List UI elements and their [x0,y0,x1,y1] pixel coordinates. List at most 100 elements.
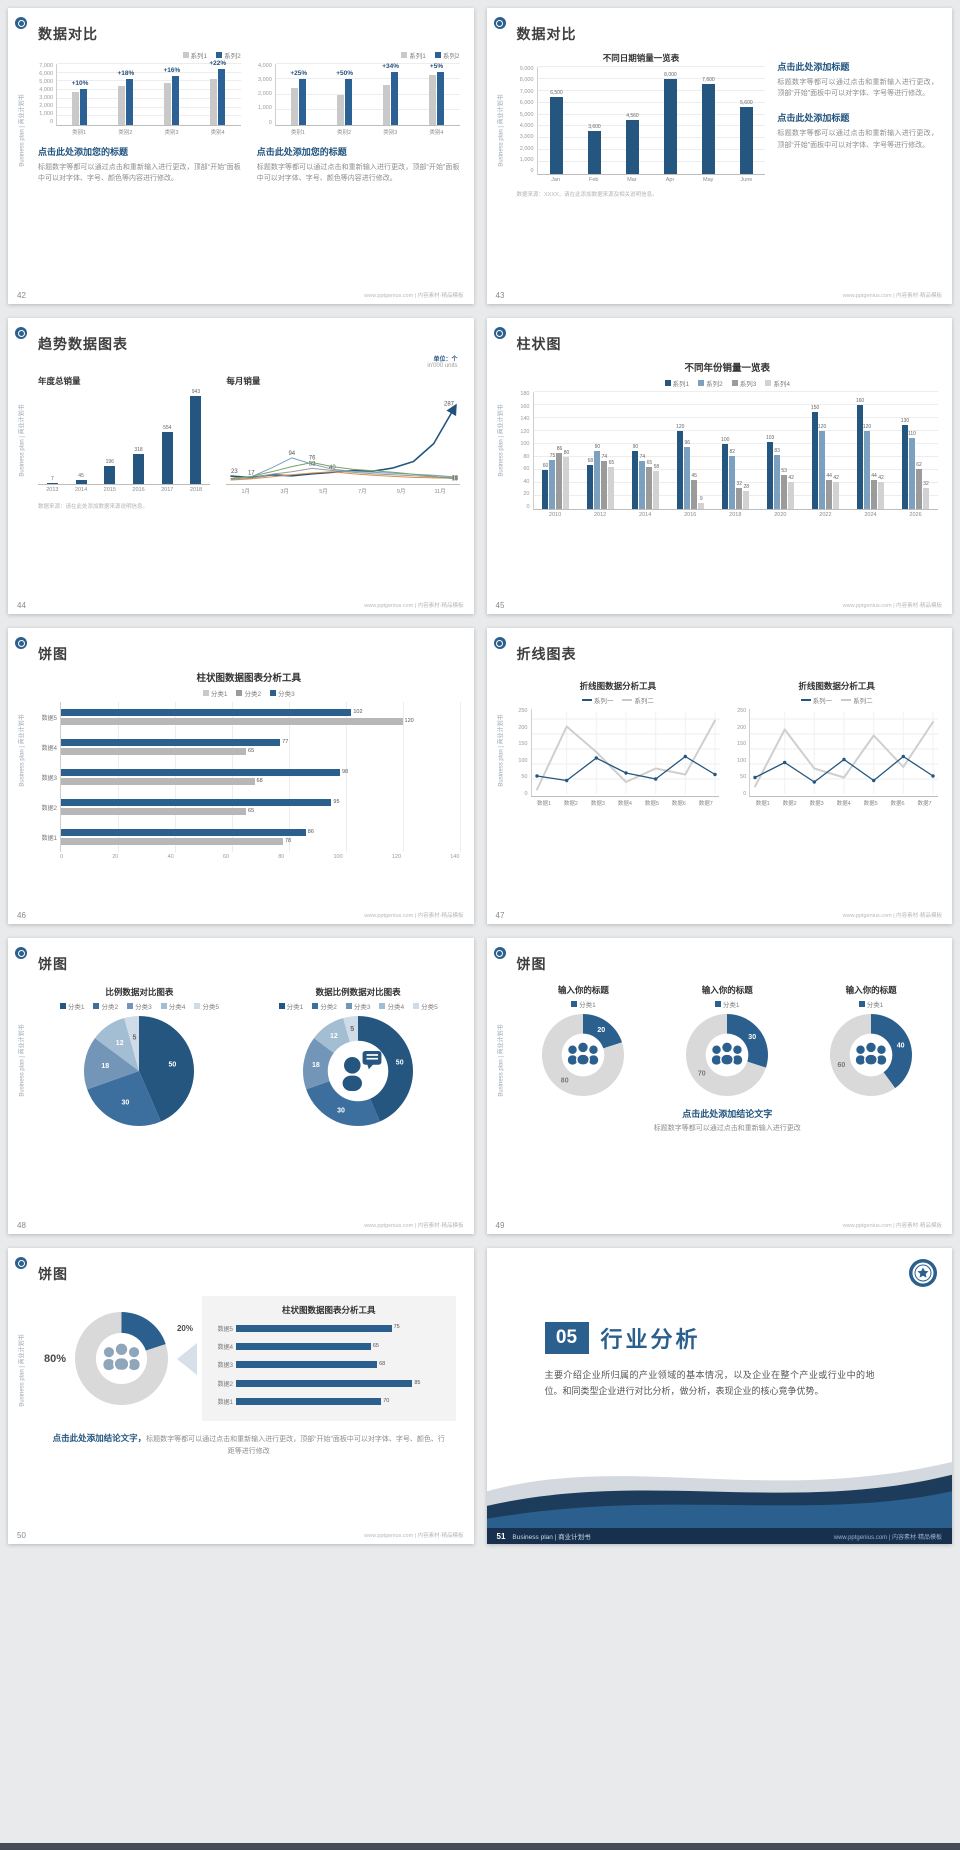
brand-logo-icon [15,327,27,339]
chart-title: 数据比例数据对比图表 [315,987,401,997]
brand-logo-icon [493,637,506,649]
brand-logo-icon [493,327,506,339]
slide-sidebar: Business plan | 商业计划书 [487,628,513,924]
section-heading: 点击此处添加标题 [777,113,850,124]
footer-site: www.pptgenius.com | 内容素材·精品模板 [842,1223,942,1229]
wave-decoration [486,1461,952,1528]
slide-48[interactable]: Business plan | 商业计划书 饼图 比例数据对比图表 分类1 分类2… [8,938,474,1234]
chart-title: 折线图数据分析工具 [798,681,875,691]
body-text: 标题数字等都可以通过点击和重新输入进行更改，顶部“开始”面板中可以对字体、字号等… [777,130,938,149]
section-title: 行业分析 [600,1327,701,1352]
grouped-bar-chart-by-year: 系列1 系列2 系列3 系列4 180 160 140 120 100 80 60 40 20 0 60 75… [517,378,938,518]
sidebar-vertical-text: Business plan | 商业计划书 [498,1024,504,1097]
slide-47[interactable]: Business plan | 商业计划书 折线图表 折线图数据分析工具 系列一… [486,628,952,924]
svg-text:12: 12 [330,1033,338,1040]
brand-logo-icon [908,1258,938,1293]
svg-text:17: 17 [248,471,255,477]
footer-site: www.pptgenius.com | 内容素材·精品模板 [364,603,464,609]
chart-title: 输入你的标题 [845,985,897,995]
page-number: 45 [495,601,505,610]
section-footer-bar: 51 Business plan | 商业计划书 www.pptgenius.c… [486,1528,952,1544]
slide-title: 数据对比 [516,26,577,42]
page-number: 49 [495,1221,505,1230]
svg-text:60: 60 [838,1062,846,1069]
sidebar-vertical-text: Business plan | 商业计划书 [498,714,504,787]
page-number: 44 [17,601,26,610]
slide-46[interactable]: Business plan | 商业计划书 饼图 柱状图数据图表分析工具 分类1… [8,628,474,924]
brand-logo-icon [493,17,506,29]
donut-chart-3: 分类1 40 60 [804,999,938,1097]
svg-text:18: 18 [312,1062,320,1069]
sidebar-vertical-text: Business plan | 商业计划书 [19,94,26,167]
conclusion-text: 点击此处添加结论文字，标题数字等都可以通过点击和重新输入进行更改，顶部“开始”面… [52,1433,445,1455]
svg-text:18: 18 [102,1063,110,1070]
brand-logo-icon [493,947,506,959]
footer-site: www.pptgenius.com | 内容素材·精品模板 [364,1223,464,1229]
horizontal-bar-chart: 分类1 分类2 分类3 数据5 数据4 数据3 数据2 数据1 102 120 77 65 98 68 95… [41,690,461,860]
slide-49[interactable]: Business plan | 商业计划书 饼图 输入你的标题 分类1 20 80 … [486,938,952,1234]
svg-text:80: 80 [561,1077,569,1084]
svg-text:23: 23 [231,469,238,475]
slide-sidebar: Business plan | 商业计划书 [487,938,513,1234]
svg-text:287: 287 [444,402,455,408]
chart-title: 输入你的标题 [557,985,609,995]
svg-text:70: 70 [698,1071,706,1078]
data-source-note: 数据来源：请在此处添加数据来源说明信息。 [38,504,149,510]
slide-sidebar: Business plan | 商业计划书 [487,8,513,304]
chart-title: 折线图数据分析工具 [579,681,657,691]
line-chart-right: 系列一 系列二 250 200 150 100 50 0 数据1 数据2 数据3 数据4 数据5 数据6 数… [735,695,939,807]
footer-site: www.pptgenius.com | 内容素材·精品模板 [842,293,942,299]
chart-title: 年度总销量 [38,376,81,386]
slide-title: 饼图 [38,1266,68,1282]
chart-title: 不同年份销量一览表 [684,363,770,374]
section-body: 主要介绍企业所归属的产业领域的基本情况，以及企业在整个产业或行业中的地位。和同类… [544,1370,875,1397]
slide-grid: Business plan | 商业计划书 数据对比 系列1 系列2 7,000 6,… [8,8,952,1544]
chart-title: 每月销量 [226,376,261,386]
section-heading: 点击此处添加您的标题 [256,147,347,157]
slide-51[interactable]: 05 行业分析 主要介绍企业所归属的产业领域的基本情况，以及企业在整个产业或行业… [486,1248,952,1544]
analysis-panel: 柱状图数据图表分析工具 数据5 数据4 数据3 数据2 数据1 75 65 68 85 70 [202,1296,456,1421]
svg-text:40: 40 [329,465,336,471]
svg-text:30: 30 [337,1107,345,1114]
slide-50[interactable]: Business plan | 商业计划书 饼图 80% 20% 柱状图数据图表分… [8,1248,474,1544]
brand-logo-icon [15,637,27,649]
footer-brand: Business plan | 商业计划书 [512,1534,591,1541]
slide-44[interactable]: Business plan | 商业计划书 趋势数据图表 单位：个 in'000… [8,318,474,614]
svg-text:50: 50 [396,1060,404,1067]
chart-title: 输入你的标题 [701,985,753,995]
donut-chart: 分类1 分类2 分类3 分类4 分类5 50 30 18 12 5 [257,1001,460,1127]
slide-43[interactable]: Business plan | 商业计划书 数据对比 不同日期销量一览表 9,0… [486,8,952,304]
sidebar-vertical-text: Business plan | 商业计划书 [498,94,504,167]
svg-text:15: 15 [452,476,458,482]
conclusion-body: 标题数字等都可以通过点击和重新输入进行更改 [653,1125,801,1132]
svg-text:5: 5 [133,1034,137,1041]
slide-title: 饼图 [38,956,68,972]
footer-site: www.pptgenius.com | 内容素材·精品模板 [842,913,942,919]
footer-site: www.pptgenius.com | 内容素材·精品模板 [833,1534,942,1541]
slide-42[interactable]: Business plan | 商业计划书 数据对比 系列1 系列2 7,000 6,… [8,8,474,304]
svg-text:30: 30 [122,1100,130,1107]
body-text: 标题数字等都可以通过点击和重新输入进行更改，顶部“开始”面板中可以对字体、字号等… [777,79,938,98]
grouped-bar-chart-right: 系列1 系列2 4,000 3,000 2,000 1,000 0 +25% +50% +34% +… [257,52,460,136]
page-number: 47 [495,911,505,920]
slide-title: 数据对比 [38,26,98,42]
slide-sidebar: Business plan | 商业计划书 [487,318,513,614]
svg-text:94: 94 [289,451,296,457]
svg-text:40: 40 [897,1043,905,1050]
footer-site: www.pptgenius.com | 内容素材·精品模板 [364,293,464,299]
page-number: 42 [17,291,26,300]
page-number: 46 [17,911,26,920]
footer-site: www.pptgenius.com | 内容素材·精品模板 [842,603,942,609]
svg-text:53: 53 [309,461,316,467]
window-bottom-edge [0,1843,960,1850]
line-chart-left: 系列一 系列二 250 200 150 100 50 0 数据1 数据2 数据3 数据4 数据5 数据6 数… [517,695,720,807]
chart-title: 不同日期销量一览表 [602,53,680,63]
footer-site: www.pptgenius.com | 内容素材·精品模板 [364,913,464,919]
sidebar-vertical-text: Business plan | 商业计划书 [19,404,26,477]
horizontal-bar-chart-mini: 数据5 数据4 数据3 数据2 数据1 75 65 68 85 70 [217,1324,421,1407]
page-number: 50 [17,1531,26,1540]
svg-text:5: 5 [350,1026,354,1033]
section-number: 05 [544,1322,589,1354]
slide-45[interactable]: Business plan | 商业计划书 柱状图 不同年份销量一览表 系列1 系… [486,318,952,614]
donut-chart-2: 分类1 30 70 [660,999,794,1097]
